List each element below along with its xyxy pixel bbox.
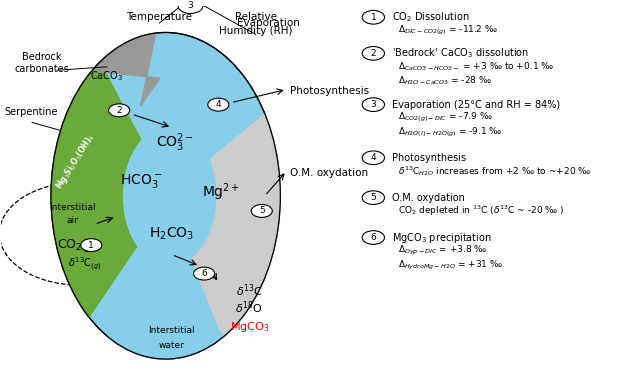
Circle shape bbox=[81, 239, 102, 252]
Text: MgCO$_3$ precipitation: MgCO$_3$ precipitation bbox=[392, 231, 492, 245]
Text: 2: 2 bbox=[371, 49, 376, 58]
Text: $\delta^{13}$C$_{H2O}$ increases from +2 ‰ to ~+20 ‰: $\delta^{13}$C$_{H2O}$ increases from +2… bbox=[398, 164, 591, 178]
Circle shape bbox=[362, 231, 385, 244]
Circle shape bbox=[251, 204, 272, 217]
Text: Interstitial: Interstitial bbox=[49, 203, 96, 212]
Text: O.M. oxydation: O.M. oxydation bbox=[392, 193, 465, 203]
Text: Temperature: Temperature bbox=[126, 12, 193, 22]
Text: $\Delta_{H2O-CaCO3}$ = -28 ‰: $\Delta_{H2O-CaCO3}$ = -28 ‰ bbox=[398, 75, 492, 87]
Text: CO$_{2(g)}$: CO$_{2(g)}$ bbox=[57, 236, 94, 253]
Text: 5: 5 bbox=[259, 206, 265, 216]
Text: $\Delta_{CaCO3-HCO3-}$ = +3 ‰ to +0.1 ‰: $\Delta_{CaCO3-HCO3-}$ = +3 ‰ to +0.1 ‰ bbox=[398, 60, 554, 73]
Text: 'Bedrock' CaCO$_3$ dissolution: 'Bedrock' CaCO$_3$ dissolution bbox=[392, 46, 529, 60]
Text: Relative: Relative bbox=[235, 12, 276, 22]
Text: O.M. oxydation: O.M. oxydation bbox=[290, 168, 367, 178]
Circle shape bbox=[193, 267, 214, 280]
Circle shape bbox=[362, 10, 385, 24]
Text: 4: 4 bbox=[371, 153, 376, 162]
Text: 6: 6 bbox=[201, 269, 207, 278]
Text: $\delta^{18}$O: $\delta^{18}$O bbox=[235, 300, 263, 316]
Text: $\Delta_{H2O(l)-H2O(g)}$ = -9.1 ‰: $\Delta_{H2O(l)-H2O(g)}$ = -9.1 ‰ bbox=[398, 126, 503, 139]
Polygon shape bbox=[51, 62, 140, 317]
Ellipse shape bbox=[51, 33, 280, 359]
Polygon shape bbox=[92, 33, 160, 106]
Text: Interstitial: Interstitial bbox=[149, 326, 195, 335]
Circle shape bbox=[362, 151, 385, 164]
Polygon shape bbox=[191, 114, 280, 337]
Circle shape bbox=[208, 98, 229, 111]
Text: 1: 1 bbox=[89, 241, 94, 250]
Text: CaCO$_3$: CaCO$_3$ bbox=[90, 69, 123, 83]
Text: 3: 3 bbox=[371, 100, 376, 109]
Circle shape bbox=[362, 98, 385, 111]
Circle shape bbox=[178, 0, 203, 14]
Ellipse shape bbox=[0, 182, 158, 285]
Text: MgCO$_3$: MgCO$_3$ bbox=[230, 320, 269, 334]
Text: 1: 1 bbox=[371, 13, 376, 22]
Text: CO$_2$ depleted in $^{13}$C ($\delta^{13}$C ~ -20 ‰ ): CO$_2$ depleted in $^{13}$C ($\delta^{13… bbox=[398, 204, 565, 218]
Circle shape bbox=[362, 46, 385, 60]
Text: $\Delta_{CO2(g)-DIC}$ = -7.9 ‰: $\Delta_{CO2(g)-DIC}$ = -7.9 ‰ bbox=[398, 111, 493, 125]
Text: Humidity (RH): Humidity (RH) bbox=[219, 26, 292, 36]
Text: 4: 4 bbox=[216, 100, 221, 109]
Text: $\Delta_{DIC-CO2(g)}$ = -11.2 ‰: $\Delta_{DIC-CO2(g)}$ = -11.2 ‰ bbox=[398, 24, 498, 37]
Text: 3: 3 bbox=[188, 2, 193, 10]
Text: Serpentine: Serpentine bbox=[4, 107, 58, 117]
Text: $\Delta_{Dyp-DIC}$ = +3.8 ‰: $\Delta_{Dyp-DIC}$ = +3.8 ‰ bbox=[398, 244, 487, 257]
Text: Mg$^{2+}$: Mg$^{2+}$ bbox=[202, 181, 241, 203]
Text: Mg$_3$Si$_2$O$_5$(OH)$_4$: Mg$_3$Si$_2$O$_5$(OH)$_4$ bbox=[54, 131, 98, 192]
Circle shape bbox=[362, 191, 385, 204]
Text: $\Delta_{HydroMg-H2O}$ = +31 ‰: $\Delta_{HydroMg-H2O}$ = +31 ‰ bbox=[398, 259, 503, 272]
Text: CO$_3^{2-}$: CO$_3^{2-}$ bbox=[156, 131, 194, 154]
Text: air: air bbox=[67, 216, 78, 225]
Circle shape bbox=[108, 104, 130, 117]
Text: CO$_2$ Dissolution: CO$_2$ Dissolution bbox=[392, 10, 470, 24]
Text: $\delta^{13}$C$_{(g)}$: $\delta^{13}$C$_{(g)}$ bbox=[68, 255, 102, 273]
Text: HCO$_3^-$: HCO$_3^-$ bbox=[120, 171, 162, 190]
Text: water: water bbox=[159, 341, 185, 350]
Text: 6: 6 bbox=[371, 233, 376, 242]
Text: Bedrock
carbonates: Bedrock carbonates bbox=[14, 52, 69, 74]
Polygon shape bbox=[108, 204, 223, 359]
Text: Evaporation: Evaporation bbox=[237, 18, 300, 28]
Text: Photosynthesis: Photosynthesis bbox=[392, 153, 466, 163]
Text: Evaporation (25°C and RH = 84%): Evaporation (25°C and RH = 84%) bbox=[392, 99, 560, 110]
Text: $\delta^{13}$C: $\delta^{13}$C bbox=[236, 283, 263, 299]
Text: Photosynthesis: Photosynthesis bbox=[290, 86, 369, 96]
Text: 2: 2 bbox=[116, 106, 122, 115]
Text: H$_2$CO$_3$: H$_2$CO$_3$ bbox=[149, 226, 195, 242]
Text: 5: 5 bbox=[371, 193, 376, 202]
